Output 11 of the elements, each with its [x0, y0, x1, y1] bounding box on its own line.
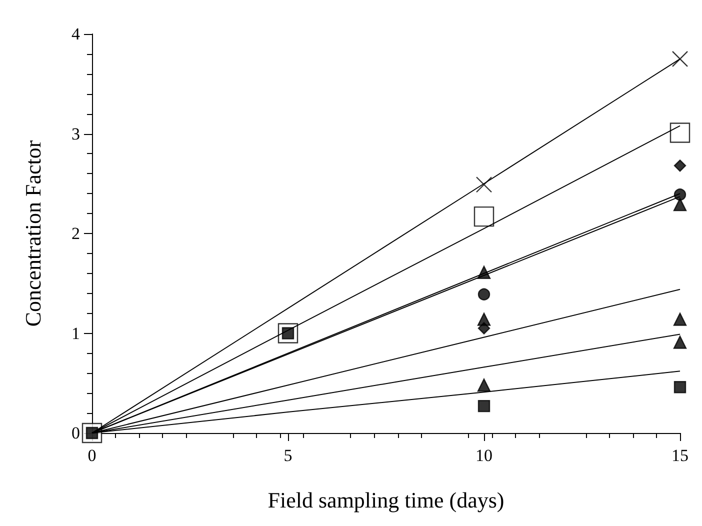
x-tick-label: 5 — [284, 446, 292, 465]
x-tick-label: 15 — [672, 446, 688, 465]
x-axis-title: Field sampling time (days) — [268, 488, 504, 512]
x-tick-label: 0 — [88, 446, 96, 465]
y-tick-label: 1 — [72, 324, 80, 343]
y-tick-label: 0 — [72, 424, 80, 442]
y-axis-title: Concentration Factor — [20, 140, 46, 327]
y-tick-label: 3 — [72, 124, 80, 144]
y-tick-label: 2 — [72, 224, 80, 243]
x-tick-label: 10 — [476, 446, 492, 465]
y-tick-label: 4 — [72, 24, 80, 44]
